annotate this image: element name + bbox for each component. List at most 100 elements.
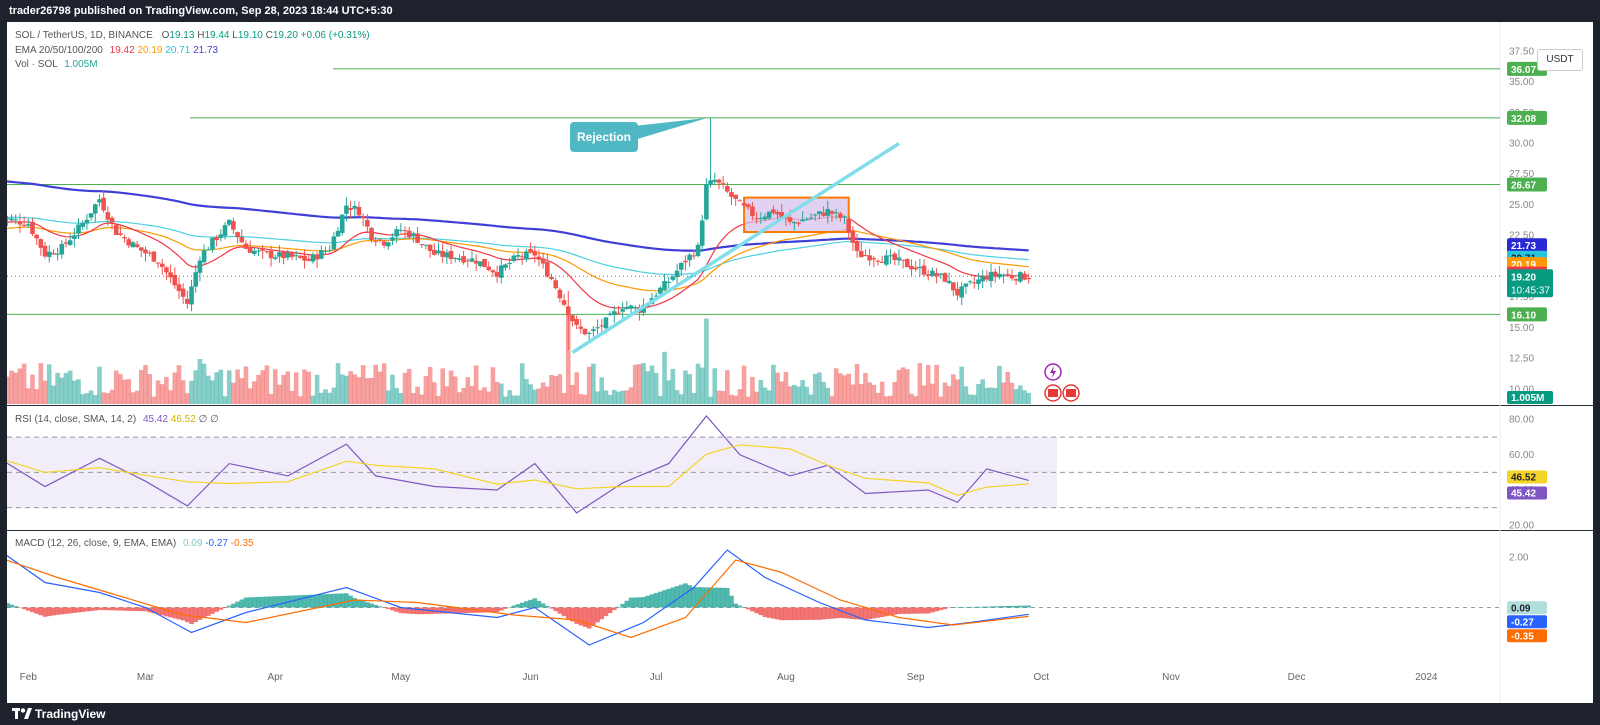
candle: [733, 194, 738, 199]
high-label: H: [197, 30, 205, 41]
candle: [796, 222, 801, 224]
macd-histogram-bar: [687, 585, 692, 608]
currency-button[interactable]: USDT: [1537, 49, 1583, 71]
macd-histogram-bar: [666, 588, 672, 608]
candle: [92, 204, 98, 214]
x-axis-tick-label: Oct: [1033, 672, 1049, 683]
volume-bar: [779, 381, 785, 404]
volume-bar: [737, 389, 743, 404]
candle: [419, 243, 425, 245]
volume-label[interactable]: Vol · SOL: [15, 59, 58, 70]
chart-canvas[interactable]: 10.00 12.50 15.00 17.50 22.50 25.00 27.50 30.00…: [7, 22, 1593, 703]
macd-histogram-bar: [616, 606, 621, 608]
macd-histogram-bar: [997, 606, 1002, 608]
macd-histogram-bar: [867, 607, 872, 620]
candle: [218, 234, 224, 239]
macd-histogram-bar: [222, 607, 228, 608]
candle: [155, 262, 161, 264]
volume-bar: [478, 390, 483, 404]
candle: [109, 217, 115, 223]
macd-histogram-bar: [260, 596, 266, 608]
candle: [545, 262, 550, 277]
candle: [444, 252, 450, 258]
macd-label[interactable]: MACD (12, 26, close, 9, EMA, EMA): [15, 538, 177, 549]
volume-bar: [997, 365, 1002, 404]
macd-histogram-bar: [930, 607, 935, 613]
candle: [25, 224, 31, 226]
price-tag-label: 16.10: [1511, 310, 1536, 321]
candle: [348, 208, 353, 210]
candle: [678, 262, 684, 270]
ema20-line: [7, 216, 1029, 309]
macd-histogram-bar: [51, 607, 56, 616]
volume-bar: [708, 396, 713, 404]
candle: [13, 219, 19, 221]
volume-bar: [963, 386, 969, 404]
volume-bar: [850, 384, 856, 404]
volume-bar: [1026, 392, 1031, 404]
close-label: C: [265, 30, 273, 41]
candle: [666, 281, 672, 283]
candle: [67, 240, 73, 245]
volume-bar: [235, 369, 240, 404]
macd-histogram-bar: [519, 602, 525, 608]
volume-bar: [63, 372, 69, 404]
macd-histogram-bar: [67, 607, 73, 614]
macd-histogram-bar: [925, 607, 931, 614]
candle: [385, 242, 391, 247]
volume-bar: [540, 382, 546, 404]
volume-bar: [591, 363, 596, 404]
volume-bar: [624, 390, 630, 404]
volume-bar: [318, 392, 324, 404]
candle: [339, 214, 345, 233]
macd-histogram-bar: [988, 606, 994, 608]
ema200-line: [7, 180, 1029, 252]
candle: [180, 288, 186, 297]
candle: [758, 218, 764, 220]
candle: [628, 305, 634, 309]
volume-bar: [452, 376, 458, 404]
volume-bar: [511, 395, 517, 404]
candle: [574, 319, 579, 325]
volume-bar: [243, 366, 249, 404]
volume-bar: [151, 396, 157, 404]
macd-histogram-bar: [511, 605, 517, 608]
rsi-label[interactable]: RSI (14, close, SMA, 14, 2): [15, 414, 137, 425]
volume-tag: [1507, 391, 1553, 404]
macd-histogram-bar: [938, 607, 944, 611]
macd-histogram-bar: [875, 607, 881, 618]
candle: [921, 265, 927, 275]
volume-bar: [419, 394, 425, 404]
macd-legend: MACD (12, 26, close, 9, EMA, EMA) 0.09 -…: [15, 538, 254, 549]
candle: [745, 204, 751, 208]
candle: [515, 255, 521, 257]
candle: [896, 257, 902, 261]
ema20-value: 19.42: [109, 45, 135, 56]
candle: [268, 250, 274, 259]
candle: [557, 289, 563, 299]
ema-label[interactable]: EMA 20/50/100/200: [15, 45, 103, 56]
volume-bar: [791, 385, 797, 404]
candle: [725, 186, 730, 192]
x-axis-tick-label: May: [391, 672, 410, 683]
volume-bar: [854, 364, 860, 404]
volume-bar: [800, 380, 805, 404]
volume-bar: [109, 389, 115, 404]
macd-histogram-bar: [197, 607, 203, 620]
candle: [235, 232, 240, 238]
candle: [118, 233, 123, 235]
volume-bar: [314, 374, 320, 404]
macd-histogram-bar: [252, 597, 257, 608]
symbol-name[interactable]: SOL / TetherUS, 1D, BINANCE: [15, 30, 153, 41]
volume-bar: [620, 390, 625, 404]
volume-bar: [239, 378, 245, 404]
rsi-extra-1: ∅: [198, 414, 208, 425]
volume-bar: [302, 369, 307, 404]
candle: [210, 237, 215, 250]
volume-bar: [750, 376, 755, 404]
macd-histogram-bar: [729, 595, 734, 608]
candle: [787, 217, 793, 222]
macd-histogram-bar: [599, 607, 605, 620]
volume-bar: [427, 366, 433, 404]
ema50-line: [7, 226, 1029, 292]
